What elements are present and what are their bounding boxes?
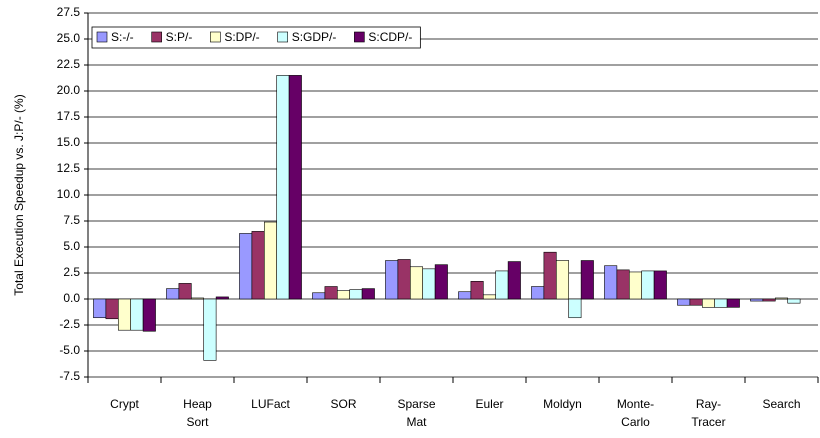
bar [495, 270, 509, 300]
bar [677, 298, 691, 306]
y-tick-label: -5.0 [59, 343, 80, 357]
legend-swatch [354, 31, 365, 43]
bar [117, 298, 132, 331]
legend-swatch [96, 31, 108, 43]
bar [166, 288, 180, 300]
x-tick-label: Crypt [110, 397, 139, 411]
bar [263, 221, 278, 300]
bar [555, 260, 570, 300]
bar [105, 298, 119, 320]
y-tick-label: 22.5 [57, 57, 81, 71]
bar [616, 269, 630, 300]
bar [385, 260, 399, 300]
bar [787, 298, 801, 304]
bar [543, 251, 557, 300]
y-tick-label: 5.0 [63, 239, 80, 253]
bar [349, 289, 363, 300]
bar [190, 297, 205, 300]
legend-box [91, 26, 421, 49]
legend-label: S:CDP/- [368, 30, 412, 44]
y-tick-label: 27.5 [57, 5, 81, 19]
legend-swatch [210, 31, 221, 43]
y-tick-label: 15.0 [57, 135, 81, 149]
bar [653, 270, 667, 300]
bar [361, 288, 375, 300]
bar [251, 231, 265, 300]
y-tick-label: 12.5 [57, 161, 81, 175]
bar [774, 297, 789, 300]
y-tick-label: -2.5 [59, 317, 80, 331]
bar [324, 286, 338, 300]
bar [641, 270, 655, 300]
bar [312, 292, 326, 300]
bar [130, 298, 144, 331]
bar [628, 271, 643, 300]
bar [568, 298, 582, 319]
bar [276, 75, 290, 300]
bar [701, 298, 716, 308]
y-tick-label: 17.5 [57, 109, 81, 123]
bar [434, 264, 448, 300]
legend-swatch [277, 31, 288, 43]
bar [580, 260, 594, 300]
bar [507, 261, 521, 300]
bar [482, 294, 497, 300]
bar [397, 259, 411, 300]
legend-swatch [151, 31, 162, 43]
y-tick-label: 0.0 [63, 291, 80, 305]
bar [604, 265, 618, 300]
bar [93, 298, 107, 319]
x-tick-label: Sparse Mat [397, 397, 436, 429]
bar [409, 266, 424, 300]
bar [215, 296, 229, 300]
y-tick-label: 7.5 [63, 213, 80, 227]
bar [750, 298, 764, 302]
y-tick-label: -7.5 [59, 369, 80, 383]
bar [458, 291, 472, 300]
y-tick-label: 20.0 [57, 83, 81, 97]
legend-label: S:GDP/- [292, 30, 337, 44]
bar [714, 298, 728, 308]
y-tick-label: 2.5 [63, 265, 80, 279]
legend-label: S:DP/- [224, 30, 259, 44]
y-axis-label: Total Execution Speedup vs. J:P/- (%) [12, 94, 26, 295]
bar [142, 298, 156, 332]
x-tick-label: LUFact [251, 397, 290, 411]
y-tick-label: 25.0 [57, 31, 81, 45]
bar [726, 298, 740, 308]
bar [239, 233, 253, 300]
x-tick-label: SOR [330, 397, 357, 411]
bar [203, 298, 217, 361]
x-tick-label: Search [762, 397, 801, 411]
x-tick-label: Ray-Tracer [691, 397, 726, 429]
x-tick-label: Euler [475, 397, 504, 411]
bar [689, 298, 703, 306]
bar [470, 281, 484, 300]
bar [336, 290, 351, 300]
bar [762, 298, 776, 302]
bar [288, 75, 302, 300]
legend-label: S:-/- [111, 30, 134, 44]
bar [178, 283, 192, 300]
x-tick-label: Moldyn [543, 397, 582, 411]
bar [531, 286, 545, 300]
legend-label: S:P/- [166, 30, 193, 44]
x-tick-label: Monte-Carlo [616, 397, 655, 429]
bar [422, 268, 436, 300]
x-tick-label: Heap Sort [183, 397, 212, 429]
y-tick-label: 10.0 [57, 187, 81, 201]
